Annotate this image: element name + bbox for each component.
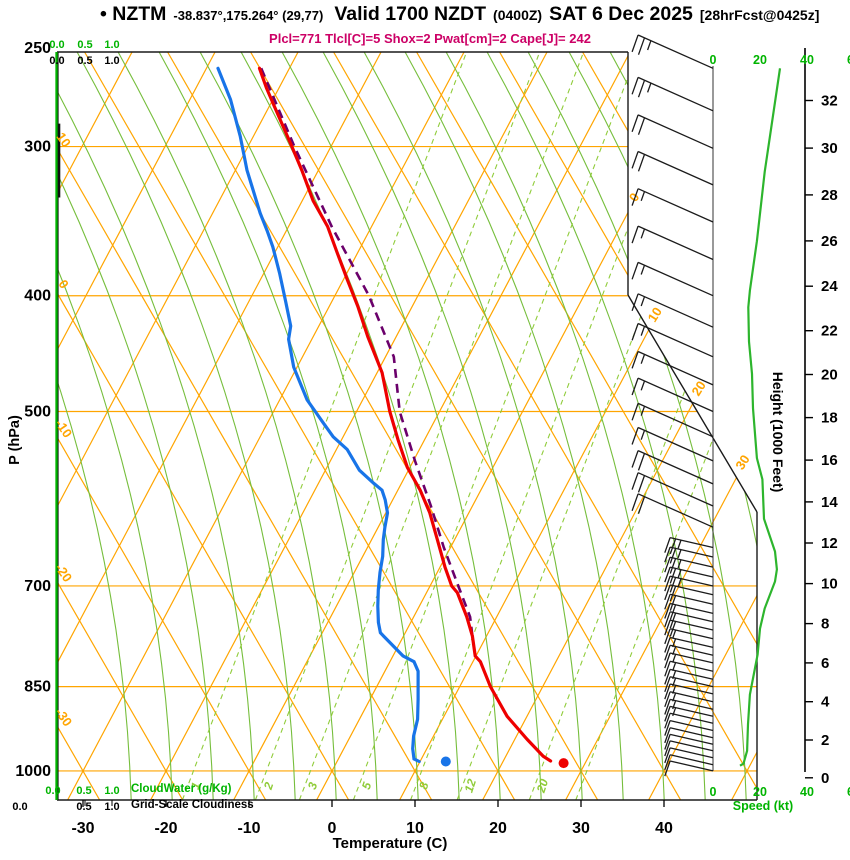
svg-text:0.5: 0.5 [76, 801, 91, 813]
svg-text:40: 40 [800, 53, 814, 67]
speed-tick-labels: 00202040406060 [710, 53, 850, 799]
svg-text:0.5: 0.5 [76, 785, 91, 797]
svg-text:16: 16 [821, 452, 838, 469]
svg-text:0: 0 [710, 53, 717, 67]
svg-text:8: 8 [416, 780, 431, 791]
svg-text:0.5: 0.5 [77, 55, 92, 67]
svg-text:40: 40 [655, 820, 673, 837]
svg-text:32: 32 [821, 93, 838, 110]
stability-indices: Plcl=771 Tlcl[C]=5 Shox=2 Pwat[cm]=2 Cap… [269, 31, 591, 46]
station-coords: -38.837°,175.264° (29,77) [173, 8, 324, 23]
svg-text:0.0: 0.0 [12, 801, 27, 813]
station-name: • NZTM [100, 3, 167, 25]
svg-text:30: 30 [732, 452, 752, 472]
cloudiness-profile [57, 52, 61, 800]
svg-text:20: 20 [489, 820, 507, 837]
wind-barbs [631, 34, 714, 777]
plot-frame [56, 51, 758, 801]
pressure-gridlines [57, 145, 757, 772]
pressure-axis-title: P (hPa) [7, 415, 23, 465]
svg-text:40: 40 [800, 785, 814, 799]
cloud-scale-rows: 0.0 0.0 0.0 0.0 0.5 0.5 0.5 0.5 1.0 1.0 1.0 1.0 [12, 39, 119, 813]
svg-text:28: 28 [821, 187, 838, 204]
valid-date: SAT 6 Dec 2025 [549, 3, 693, 25]
cloudiness-scale-title: Grid-Scale Cloudiness [131, 799, 254, 811]
svg-text:20: 20 [821, 367, 838, 384]
svg-text:850: 850 [24, 679, 51, 696]
surface-dewpoint-dot [440, 756, 451, 767]
chart-title: • NZTM -38.837°,175.264° (29,77) Valid 1… [100, 3, 819, 26]
forecast-hour: [28hrFcst@0425z] [699, 7, 820, 23]
svg-text:2: 2 [821, 732, 829, 749]
pressure-tick-labels: 250 300 400 500 700 850 1000 [15, 40, 51, 780]
svg-text:500: 500 [24, 404, 51, 421]
svg-text:0: 0 [821, 770, 829, 787]
temperature-axis-title: Temperature (C) [332, 835, 448, 852]
svg-text:1.0: 1.0 [104, 55, 119, 67]
svg-text:1: 1 [188, 780, 203, 791]
svg-text:-30: -30 [71, 820, 94, 837]
speed-axis-title: Speed (kt) [732, 799, 794, 813]
parcel-curve [260, 67, 474, 637]
svg-text:22: 22 [821, 323, 838, 340]
mixing-ratio-labels: 1 2 3 5 8 12 20 [188, 777, 551, 795]
svg-text:1000: 1000 [15, 763, 51, 780]
svg-text:6: 6 [821, 655, 829, 672]
svg-text:-20: -20 [154, 820, 177, 837]
temperature-curve [257, 66, 553, 763]
svg-text:1.0: 1.0 [104, 801, 119, 813]
svg-text:10: 10 [821, 576, 838, 593]
svg-text:18: 18 [821, 410, 838, 427]
svg-text:14: 14 [821, 494, 838, 511]
dewpoint-curve [216, 66, 421, 764]
svg-text:10: 10 [645, 305, 665, 325]
svg-text:0: 0 [710, 785, 717, 799]
svg-text:60: 60 [847, 785, 850, 799]
svg-text:4: 4 [821, 694, 830, 711]
svg-text:3: 3 [305, 780, 320, 791]
svg-text:10: 10 [406, 820, 424, 837]
svg-text:12: 12 [821, 535, 838, 552]
svg-text:300: 300 [24, 139, 51, 156]
svg-text:20: 20 [688, 378, 708, 398]
svg-text:-10: -10 [237, 820, 260, 837]
wind-speed-curve [739, 68, 782, 767]
svg-text:1.0: 1.0 [104, 785, 119, 797]
svg-text:0.0: 0.0 [49, 55, 64, 67]
svg-text:12: 12 [462, 777, 480, 794]
svg-text:20: 20 [753, 53, 767, 67]
svg-text:1.0: 1.0 [104, 39, 119, 51]
svg-text:250: 250 [24, 40, 51, 57]
cloudwater-scale-title: CloudWater (g/Kg) [131, 783, 232, 795]
svg-text:26: 26 [821, 233, 838, 250]
svg-text:20: 20 [533, 777, 551, 795]
svg-text:2: 2 [261, 780, 277, 792]
svg-text:20: 20 [753, 785, 767, 799]
svg-text:700: 700 [24, 578, 51, 595]
svg-text:8: 8 [821, 616, 829, 633]
svg-text:60: 60 [847, 53, 850, 67]
svg-text:30: 30 [572, 820, 590, 837]
utc-time: (0400Z) [493, 7, 543, 23]
svg-text:0.0: 0.0 [45, 785, 60, 797]
svg-text:10: 10 [53, 130, 74, 150]
temperature-tick-labels: -30 -20 -10 0 10 20 30 40 [71, 800, 673, 837]
svg-text:0: 0 [328, 820, 337, 837]
isotherm-lines [57, 52, 757, 800]
svg-text:400: 400 [24, 288, 51, 305]
surface-temp-dot [558, 758, 569, 769]
svg-text:5: 5 [359, 780, 374, 791]
height-axis-title: Height (1000 Feet) [770, 371, 786, 493]
mixing-ratio-lines [181, 52, 757, 800]
svg-text:24: 24 [821, 278, 838, 295]
svg-text:0.5: 0.5 [77, 39, 92, 51]
svg-text:0.0: 0.0 [49, 39, 64, 51]
svg-text:30: 30 [821, 140, 838, 157]
valid-time: Valid 1700 NZDT [334, 3, 487, 25]
